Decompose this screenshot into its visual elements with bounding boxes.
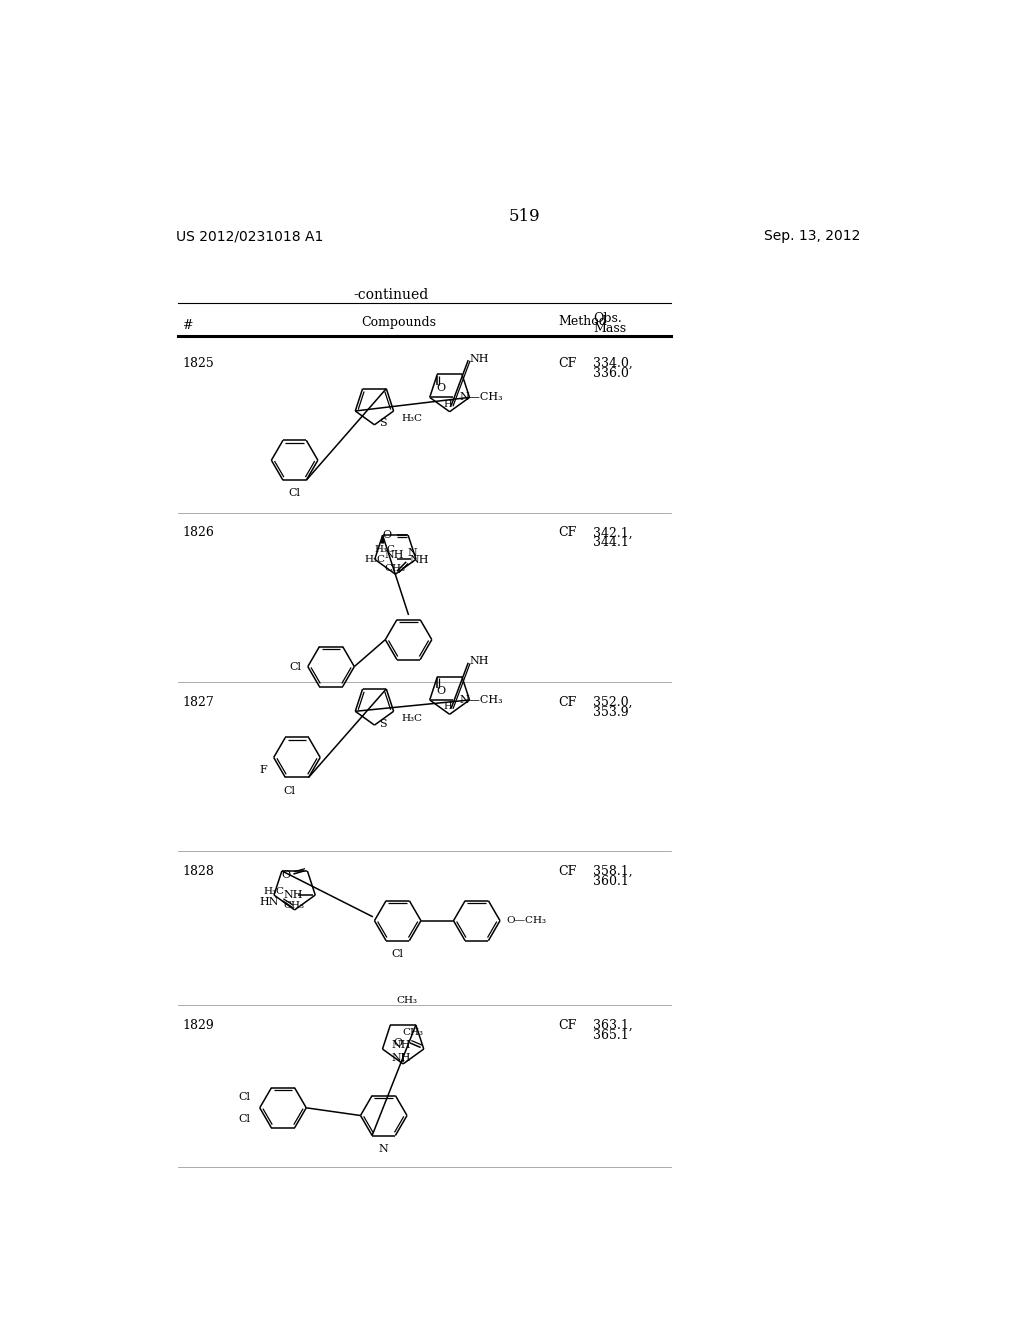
Text: Cl: Cl	[289, 487, 301, 498]
Text: NH: NH	[284, 890, 303, 900]
Text: Sep. 13, 2012: Sep. 13, 2012	[764, 230, 860, 243]
Text: 344.1: 344.1	[593, 536, 629, 549]
Text: O: O	[436, 383, 445, 393]
Text: Obs.: Obs.	[593, 313, 622, 326]
Text: CF: CF	[558, 696, 577, 709]
Text: Compounds: Compounds	[361, 317, 437, 329]
Text: 334.0,: 334.0,	[593, 358, 633, 370]
Text: 1828: 1828	[182, 866, 214, 878]
Text: O: O	[436, 685, 445, 696]
Text: H₃C: H₃C	[263, 887, 285, 896]
Text: Mass: Mass	[593, 322, 626, 335]
Text: S: S	[379, 418, 387, 428]
Text: H: H	[443, 702, 453, 711]
Text: NH: NH	[469, 354, 488, 363]
Text: NH: NH	[469, 656, 488, 667]
Text: 342.1,: 342.1,	[593, 527, 633, 540]
Text: 353.9: 353.9	[593, 706, 629, 719]
Text: O: O	[382, 531, 391, 540]
Text: H₃C: H₃C	[401, 414, 422, 424]
Text: H₃C: H₃C	[375, 545, 396, 553]
Text: 336.0: 336.0	[593, 367, 629, 380]
Text: O: O	[393, 1038, 402, 1048]
Text: CH₃: CH₃	[396, 995, 418, 1005]
Text: NH: NH	[384, 550, 403, 561]
Text: CF: CF	[558, 1019, 577, 1032]
Text: S: S	[379, 718, 387, 729]
Text: 519: 519	[509, 209, 541, 226]
Text: N—CH₃: N—CH₃	[459, 392, 503, 403]
Text: US 2012/0231018 A1: US 2012/0231018 A1	[176, 230, 324, 243]
Text: N: N	[379, 1143, 389, 1154]
Text: 1829: 1829	[182, 1019, 214, 1032]
Text: H: H	[443, 400, 453, 408]
Text: O: O	[282, 870, 290, 879]
Text: H₃C: H₃C	[364, 554, 385, 564]
Text: Cl: Cl	[290, 661, 302, 672]
Text: CH₃: CH₃	[384, 564, 406, 573]
Text: HN: HN	[260, 898, 280, 907]
Text: NH: NH	[410, 556, 429, 565]
Text: Cl: Cl	[239, 1114, 251, 1123]
Text: Cl: Cl	[284, 785, 295, 796]
Text: #: #	[182, 318, 193, 331]
Text: N: N	[408, 548, 417, 558]
Text: H₃C: H₃C	[401, 714, 422, 723]
Text: NH: NH	[392, 1053, 412, 1064]
Text: 363.1,: 363.1,	[593, 1019, 633, 1032]
Text: O—CH₃: O—CH₃	[506, 916, 546, 925]
Polygon shape	[382, 535, 384, 543]
Text: -continued: -continued	[354, 288, 429, 302]
Text: CH₃: CH₃	[284, 902, 304, 911]
Text: 360.1: 360.1	[593, 875, 629, 888]
Text: 352.0,: 352.0,	[593, 696, 633, 709]
Text: 365.1: 365.1	[593, 1030, 629, 1043]
Text: 1826: 1826	[182, 527, 214, 540]
Text: 1827: 1827	[182, 696, 214, 709]
Text: CF: CF	[558, 866, 577, 878]
Text: F: F	[260, 764, 267, 775]
Text: Cl: Cl	[239, 1092, 251, 1102]
Text: 358.1,: 358.1,	[593, 866, 633, 878]
Text: 1825: 1825	[182, 358, 214, 370]
Text: Cl: Cl	[392, 949, 403, 958]
Text: CH₃: CH₃	[402, 1028, 423, 1038]
Text: CF: CF	[558, 358, 577, 370]
Text: Method: Method	[558, 314, 607, 327]
Text: N—CH₃: N—CH₃	[459, 694, 503, 705]
Text: CF: CF	[558, 527, 577, 540]
Text: NH: NH	[392, 1040, 412, 1051]
